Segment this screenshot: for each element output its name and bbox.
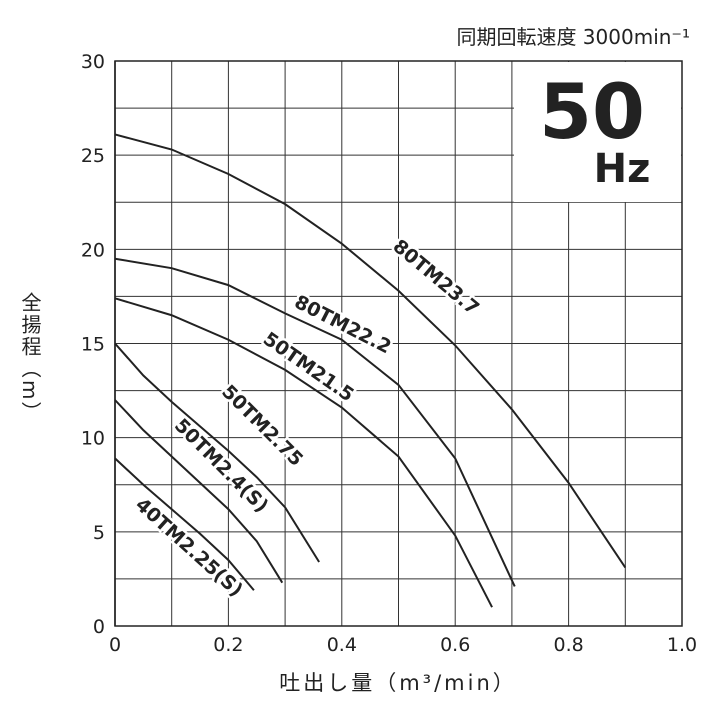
curve — [114, 399, 284, 584]
y-tick-label: 25 — [81, 145, 105, 167]
chart-title: 同期回転速度 3000min⁻¹ — [456, 25, 690, 49]
x-tick-label: 0.8 — [553, 634, 583, 656]
y-tick-label: 5 — [93, 522, 105, 544]
badge-box — [514, 62, 681, 202]
curve — [114, 257, 516, 587]
x-tick-label: 0.4 — [327, 634, 357, 656]
badge-unit: Hz — [594, 146, 651, 192]
y-axis-label: 全揚程（m） — [18, 292, 42, 424]
y-tick-label: 20 — [81, 239, 105, 261]
y-tick-label: 10 — [81, 428, 105, 450]
series-label: 80TM22.2 — [291, 291, 395, 358]
y-tick-label: 0 — [93, 616, 105, 638]
x-axis-label: 吐出し量（m³/min） — [279, 671, 517, 695]
badge-value: 50 — [539, 67, 645, 156]
x-tick-label: 0 — [109, 634, 121, 656]
x-tick-label: 0.2 — [213, 634, 243, 656]
series-label: 50TM2.75 — [217, 381, 307, 471]
curve — [114, 342, 320, 563]
y-tick-label: 30 — [81, 51, 105, 73]
series-label: 80TM23.7 — [388, 235, 483, 319]
y-tick-label: 15 — [81, 334, 105, 356]
curve — [114, 457, 255, 591]
curve — [114, 297, 493, 608]
curve — [114, 133, 627, 569]
x-tick-label: 0.6 — [440, 634, 470, 656]
x-tick-label: 1.0 — [667, 634, 697, 656]
